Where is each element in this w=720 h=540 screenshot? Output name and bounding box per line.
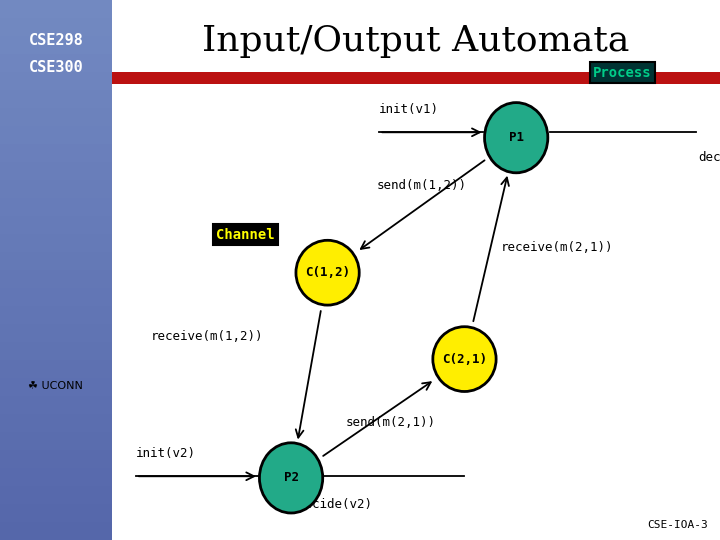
Text: CSE-IOA-3: CSE-IOA-3	[647, 520, 708, 530]
Text: send(m(2,1)): send(m(2,1))	[346, 416, 436, 429]
Bar	[0, 72, 112, 90]
Bar	[0, 396, 112, 414]
Text: init(v2): init(v2)	[136, 447, 196, 460]
Text: CSE298: CSE298	[28, 33, 84, 48]
Bar	[0, 306, 112, 324]
Text: receive(m(2,1)): receive(m(2,1))	[501, 241, 613, 254]
Bar	[0, 36, 112, 54]
Text: C(1,2): C(1,2)	[305, 266, 350, 279]
Text: C(2,1): C(2,1)	[442, 353, 487, 366]
Text: ☘ UCONN: ☘ UCONN	[28, 381, 84, 391]
Bar	[0, 0, 112, 18]
Ellipse shape	[485, 103, 548, 173]
Text: P1: P1	[509, 131, 523, 144]
Bar	[0, 522, 112, 540]
Bar	[0, 360, 112, 378]
Text: init(v1): init(v1)	[379, 103, 439, 116]
Text: Process: Process	[593, 66, 652, 80]
Ellipse shape	[433, 327, 496, 392]
Bar	[0, 198, 112, 216]
Bar	[0, 324, 112, 342]
Bar	[0, 162, 112, 180]
Bar	[0, 126, 112, 144]
Bar	[112, 72, 720, 84]
Bar	[0, 144, 112, 162]
Bar	[0, 414, 112, 432]
Text: Input/Output Automata: Input/Output Automata	[202, 24, 629, 57]
Bar	[0, 18, 112, 36]
Text: receive(m(1,2)): receive(m(1,2))	[151, 330, 264, 343]
Bar	[0, 378, 112, 396]
Bar	[0, 54, 112, 72]
Bar	[0, 234, 112, 252]
Bar	[0, 432, 112, 450]
Bar	[0, 252, 112, 270]
Bar	[0, 486, 112, 504]
Bar	[0, 270, 112, 288]
Bar	[0, 108, 112, 126]
Bar	[0, 180, 112, 198]
Text: CSE300: CSE300	[28, 60, 84, 75]
Bar	[0, 450, 112, 468]
Bar	[0, 342, 112, 360]
Bar	[0, 216, 112, 234]
Bar	[0, 288, 112, 306]
Text: Channel: Channel	[216, 228, 275, 242]
Bar	[0, 90, 112, 108]
Bar	[0, 504, 112, 522]
Text: send(m(1,2)): send(m(1,2))	[377, 179, 467, 192]
Text: decide(v1): decide(v1)	[698, 151, 720, 164]
Text: decide(v2): decide(v2)	[297, 498, 372, 511]
Ellipse shape	[296, 240, 359, 305]
Bar	[0, 468, 112, 486]
Ellipse shape	[259, 443, 323, 513]
Text: P2: P2	[284, 471, 299, 484]
